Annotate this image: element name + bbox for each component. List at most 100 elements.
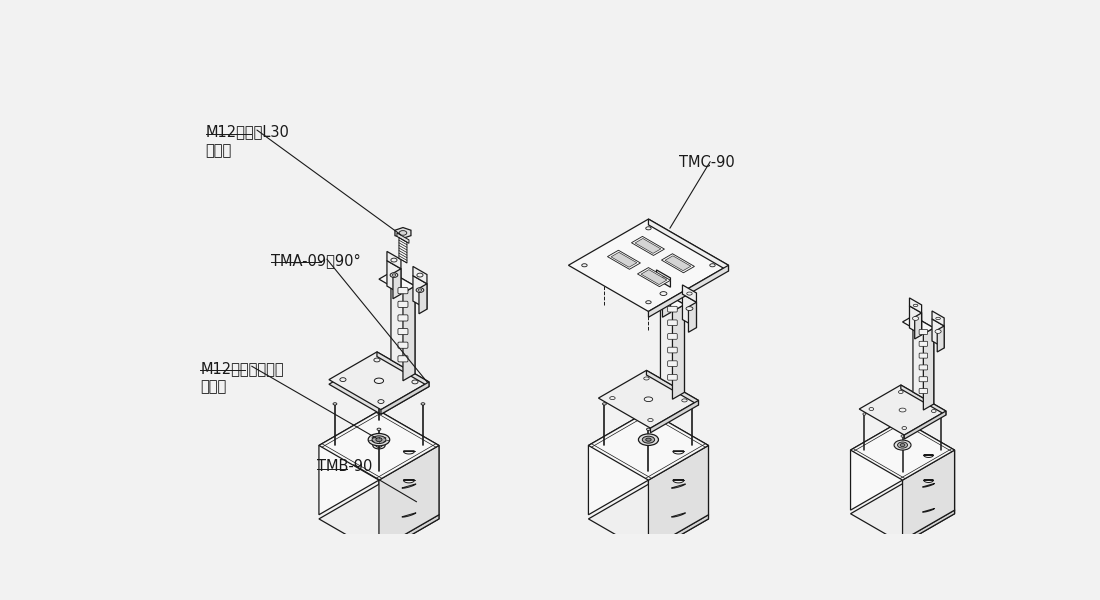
Polygon shape xyxy=(657,270,671,287)
Ellipse shape xyxy=(411,380,418,384)
Polygon shape xyxy=(569,219,728,311)
Polygon shape xyxy=(631,236,664,256)
Polygon shape xyxy=(378,272,415,293)
Ellipse shape xyxy=(936,317,940,320)
Ellipse shape xyxy=(374,358,379,362)
Polygon shape xyxy=(319,411,439,480)
Polygon shape xyxy=(902,510,955,544)
Polygon shape xyxy=(661,254,694,273)
Ellipse shape xyxy=(899,408,906,412)
Ellipse shape xyxy=(376,438,382,442)
Ellipse shape xyxy=(418,289,422,291)
Polygon shape xyxy=(403,286,415,381)
FancyBboxPatch shape xyxy=(398,315,408,321)
Ellipse shape xyxy=(647,428,650,430)
Ellipse shape xyxy=(638,434,659,445)
FancyBboxPatch shape xyxy=(668,307,678,312)
Polygon shape xyxy=(923,484,935,487)
Polygon shape xyxy=(588,411,708,480)
Text: TMC-90: TMC-90 xyxy=(680,155,735,170)
Polygon shape xyxy=(641,269,667,284)
Ellipse shape xyxy=(902,427,906,430)
Polygon shape xyxy=(649,290,684,311)
Polygon shape xyxy=(657,279,671,313)
Ellipse shape xyxy=(377,428,381,430)
FancyBboxPatch shape xyxy=(920,353,927,358)
Ellipse shape xyxy=(660,292,667,295)
Polygon shape xyxy=(671,484,685,488)
Ellipse shape xyxy=(644,377,649,380)
Polygon shape xyxy=(904,411,946,439)
Polygon shape xyxy=(671,513,685,517)
Polygon shape xyxy=(598,370,698,428)
FancyBboxPatch shape xyxy=(920,365,927,370)
Ellipse shape xyxy=(939,413,943,415)
Polygon shape xyxy=(902,450,955,540)
FancyBboxPatch shape xyxy=(398,342,408,348)
Ellipse shape xyxy=(647,377,650,380)
Polygon shape xyxy=(393,269,402,299)
FancyBboxPatch shape xyxy=(668,361,678,367)
Polygon shape xyxy=(902,316,934,334)
Text: TMA-09・90°: TMA-09・90° xyxy=(271,253,361,268)
Polygon shape xyxy=(910,306,922,335)
Ellipse shape xyxy=(399,230,407,235)
Polygon shape xyxy=(850,420,955,480)
Polygon shape xyxy=(378,411,439,515)
Polygon shape xyxy=(329,352,429,410)
Ellipse shape xyxy=(869,407,873,410)
Ellipse shape xyxy=(390,258,397,262)
Ellipse shape xyxy=(682,399,688,402)
FancyBboxPatch shape xyxy=(920,329,927,334)
Polygon shape xyxy=(850,484,955,544)
Polygon shape xyxy=(588,484,708,554)
Polygon shape xyxy=(390,272,415,374)
Text: M12ボルトL30
付属品: M12ボルトL30 付属品 xyxy=(206,124,289,158)
FancyBboxPatch shape xyxy=(668,347,678,353)
Ellipse shape xyxy=(686,307,693,311)
Ellipse shape xyxy=(376,443,382,448)
Ellipse shape xyxy=(374,378,384,383)
Polygon shape xyxy=(902,480,955,514)
Polygon shape xyxy=(402,513,416,517)
Ellipse shape xyxy=(392,274,396,276)
Polygon shape xyxy=(419,284,427,314)
Ellipse shape xyxy=(710,264,715,267)
Polygon shape xyxy=(381,382,429,414)
Polygon shape xyxy=(378,515,439,554)
Polygon shape xyxy=(404,451,415,454)
FancyBboxPatch shape xyxy=(920,341,927,346)
Polygon shape xyxy=(319,484,439,554)
Polygon shape xyxy=(649,411,708,515)
Polygon shape xyxy=(399,238,407,263)
Ellipse shape xyxy=(898,442,907,448)
Ellipse shape xyxy=(862,413,866,415)
FancyBboxPatch shape xyxy=(920,377,927,382)
Polygon shape xyxy=(402,484,416,488)
Ellipse shape xyxy=(646,438,651,441)
Polygon shape xyxy=(610,253,637,267)
Ellipse shape xyxy=(686,292,692,295)
Polygon shape xyxy=(932,319,944,348)
Polygon shape xyxy=(378,480,439,519)
Polygon shape xyxy=(913,316,934,404)
FancyBboxPatch shape xyxy=(920,389,927,394)
Polygon shape xyxy=(901,385,946,415)
Ellipse shape xyxy=(373,442,385,449)
Polygon shape xyxy=(923,508,935,512)
Ellipse shape xyxy=(901,435,904,437)
Ellipse shape xyxy=(416,288,424,292)
Polygon shape xyxy=(319,411,378,515)
Polygon shape xyxy=(649,265,728,317)
Polygon shape xyxy=(924,455,934,457)
Polygon shape xyxy=(924,480,934,482)
Polygon shape xyxy=(689,302,696,332)
Ellipse shape xyxy=(609,397,615,400)
FancyBboxPatch shape xyxy=(668,320,678,326)
Polygon shape xyxy=(647,370,698,405)
Polygon shape xyxy=(649,445,708,550)
Polygon shape xyxy=(637,268,671,287)
Text: TMB-90: TMB-90 xyxy=(318,460,373,475)
Ellipse shape xyxy=(646,227,651,230)
Polygon shape xyxy=(666,256,691,271)
